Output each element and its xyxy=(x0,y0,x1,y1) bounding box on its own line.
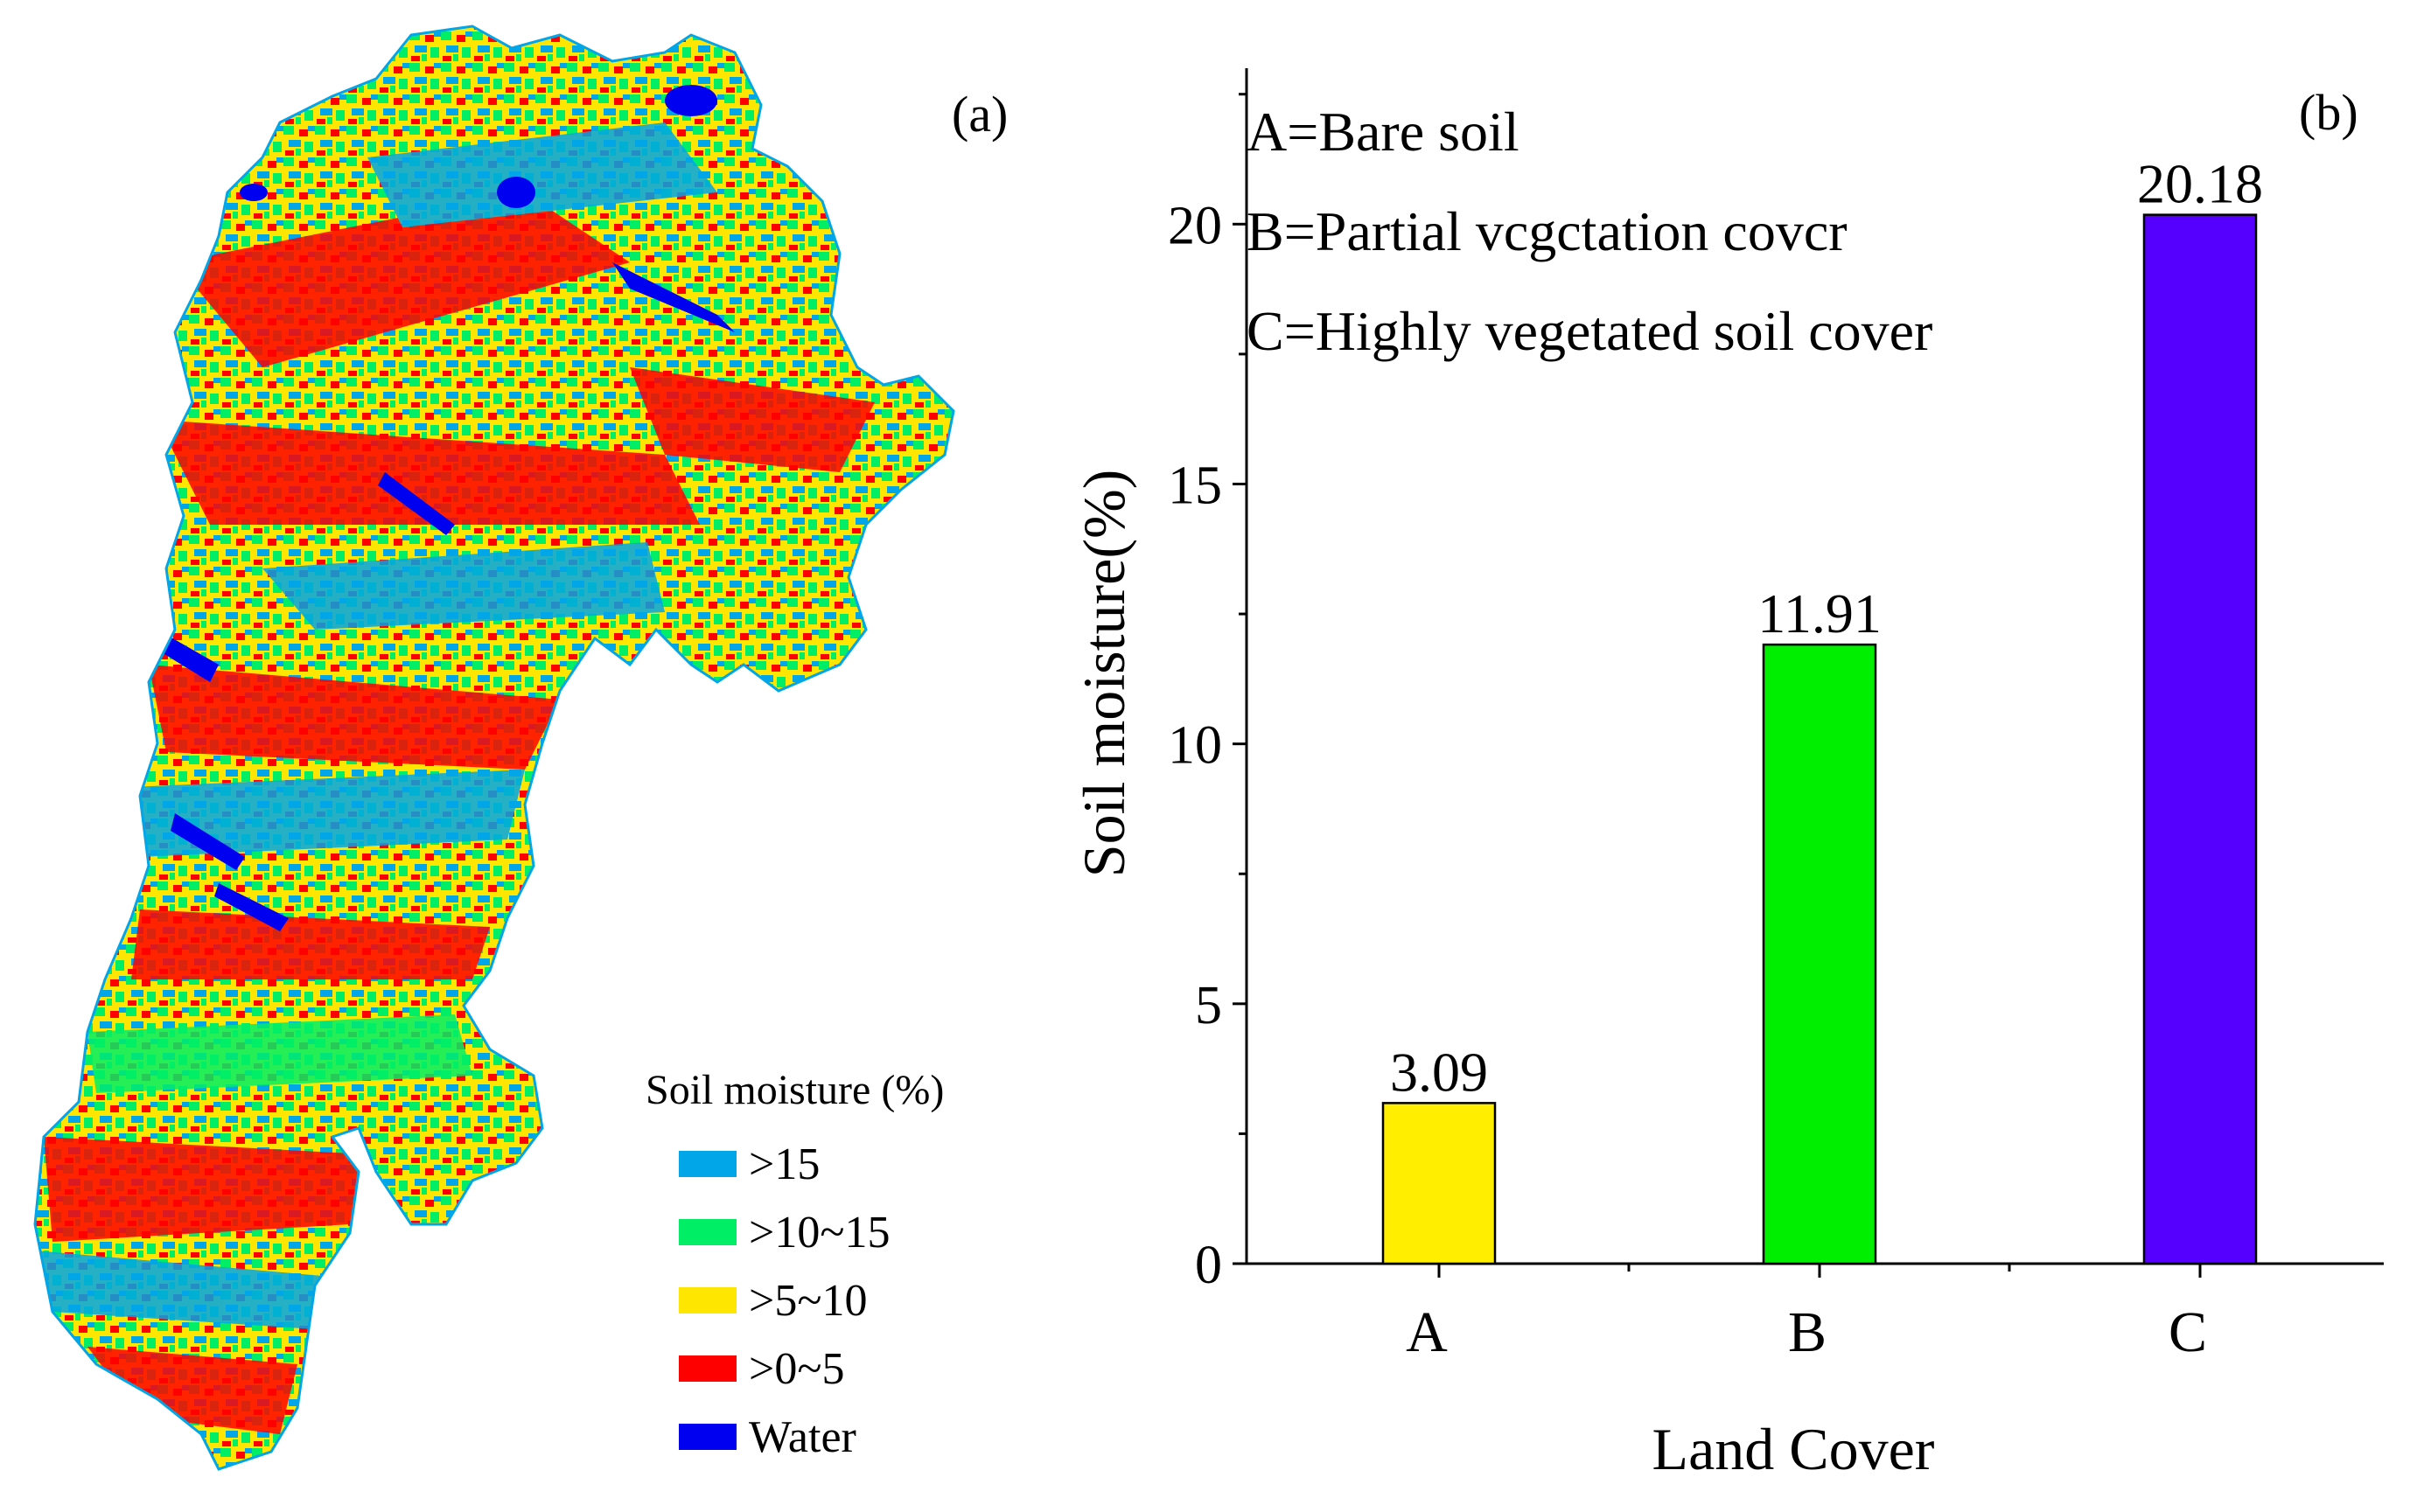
legend-swatch-gt10-15 xyxy=(679,1219,737,1245)
y-ticks: 0 5 10 15 20 xyxy=(1168,93,1247,1295)
soil-moisture-bar-chart-panel: 0 5 10 15 20 A B C 3.09 11.91 20.18 (b) A=Bare s… xyxy=(1032,0,2410,1508)
y-axis-title: Soil moisture(%) xyxy=(1071,470,1137,878)
legend-title: Soil moisture (%) xyxy=(646,1067,944,1113)
y-tick-label: 5 xyxy=(1195,976,1222,1035)
value-labels: 3.09 11.91 20.18 xyxy=(1390,153,2263,1104)
y-tick-label: 0 xyxy=(1195,1236,1222,1295)
annotation-c: C=Highly vegetated soil cover xyxy=(1247,300,1932,362)
soil-moisture-bar-chart: 0 5 10 15 20 A B C 3.09 11.91 20.18 (b) A=Bare s… xyxy=(1071,68,2384,1482)
x-axis-title: Land Cover xyxy=(1652,1416,1935,1482)
panel-a-label: (a) xyxy=(952,86,1008,143)
legend-label-gt0-5: >0~5 xyxy=(749,1344,844,1394)
map-legend: Soil moisture (%) >15 >10~15 >5~10 >0~5 … xyxy=(646,1067,944,1462)
annotation-a: A=Bare soil xyxy=(1247,101,1519,163)
y-tick-label: 15 xyxy=(1168,456,1222,515)
legend-swatch-gt5-10 xyxy=(679,1287,737,1313)
bar-c xyxy=(2142,213,2258,1265)
map-region xyxy=(35,26,954,1469)
legend-label-gt5-10: >5~10 xyxy=(749,1276,867,1326)
bars xyxy=(1381,213,2258,1265)
legend-swatch-gt15 xyxy=(679,1151,737,1177)
value-label-b: 11.91 xyxy=(1757,582,1882,645)
y-tick-label: 10 xyxy=(1168,716,1222,776)
legend-label-gt15: >15 xyxy=(749,1139,820,1189)
value-label-c: 20.18 xyxy=(2137,153,2263,215)
soil-moisture-map-panel: (a) Soil moisture (%) >15 >10~15 >5~10 >… xyxy=(0,0,1093,1508)
panel-b-label: (b) xyxy=(2299,84,2358,141)
x-tick-label-c: C xyxy=(2169,1300,2207,1364)
value-label-a: 3.09 xyxy=(1390,1041,1488,1103)
legend-label-water: Water xyxy=(749,1412,856,1462)
legend-swatch-water xyxy=(679,1424,737,1450)
x-ticks: A B C xyxy=(1406,1264,2207,1364)
annotation-b: B=Partial vcgctation covcr xyxy=(1247,200,1848,262)
x-tick-label-b: B xyxy=(1788,1300,1827,1364)
legend-swatch-gt0-5 xyxy=(679,1355,737,1382)
legend-label-gt10-15: >10~15 xyxy=(749,1208,890,1258)
bar-a xyxy=(1381,1102,1497,1265)
bar-b xyxy=(1762,643,1877,1265)
soil-moisture-map: (a) Soil moisture (%) >15 >10~15 >5~10 >… xyxy=(33,24,1008,1471)
y-tick-label: 20 xyxy=(1168,196,1222,255)
x-tick-label-a: A xyxy=(1406,1300,1448,1364)
